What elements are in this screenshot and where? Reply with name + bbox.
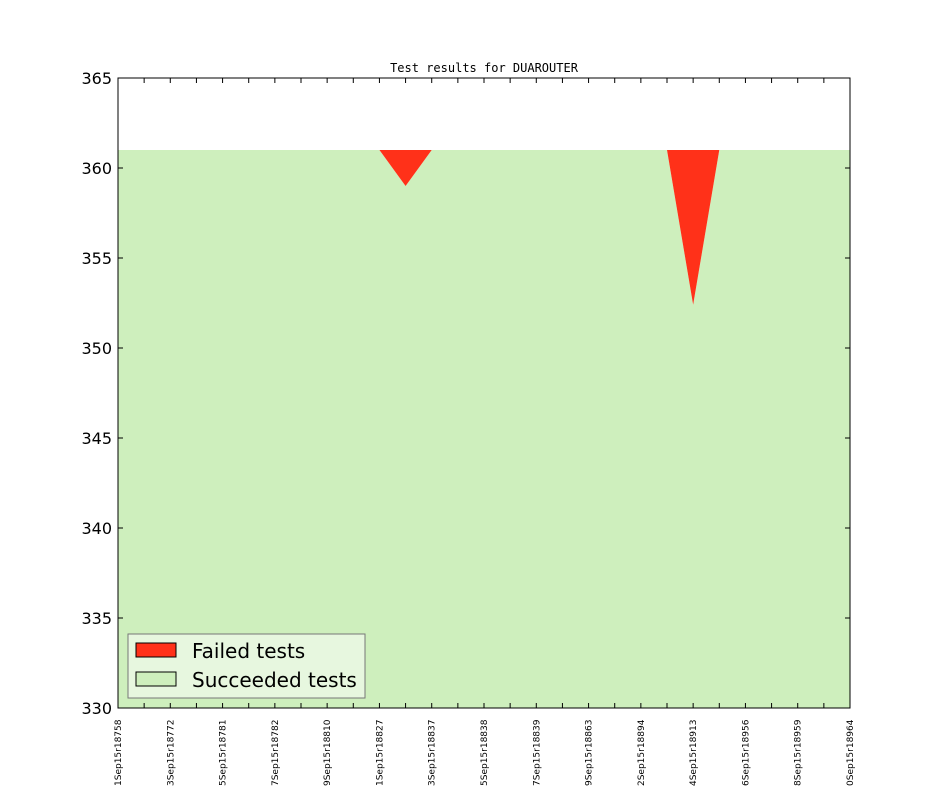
y-axis: 330 335 340 345 350 355 360 365 bbox=[81, 69, 850, 718]
x-tick-label: 0Sep15r18964 bbox=[846, 719, 856, 786]
series-area-failed bbox=[118, 150, 850, 305]
series-area-succeeded bbox=[118, 150, 850, 708]
x-tick-label: 9Sep15r18810 bbox=[323, 719, 333, 786]
x-tick-label: 3Sep15r18837 bbox=[428, 720, 438, 786]
legend-label-failed: Failed tests bbox=[192, 639, 305, 663]
x-tick-label: 7Sep15r18782 bbox=[271, 720, 281, 786]
x-tick-label: 7Sep15r18839 bbox=[532, 719, 542, 786]
y-tick-label: 345 bbox=[81, 429, 112, 448]
y-tick-label: 365 bbox=[81, 69, 112, 88]
y-tick-label: 340 bbox=[81, 519, 112, 538]
x-tick-label: 6Sep15r18956 bbox=[741, 719, 751, 786]
x-tick-label: 5Sep15r18838 bbox=[480, 719, 490, 786]
legend-label-succeeded: Succeeded tests bbox=[192, 668, 357, 692]
y-tick-label: 355 bbox=[81, 249, 112, 268]
x-tick-label: 5Sep15r18781 bbox=[219, 720, 229, 786]
x-tick-label: 9Sep15r18863 bbox=[585, 720, 595, 786]
x-tick-label: 1Sep15r18758 bbox=[114, 719, 124, 786]
y-tick-label: 360 bbox=[81, 159, 112, 178]
y-tick-label: 335 bbox=[81, 609, 112, 628]
legend: Failed tests Succeeded tests bbox=[127, 633, 366, 699]
x-tick-label: 3Sep15r18772 bbox=[166, 720, 176, 786]
legend-swatch-failed bbox=[135, 642, 177, 658]
x-tick-label: 1Sep15r18827 bbox=[375, 720, 385, 786]
plot-areas bbox=[118, 150, 850, 708]
legend-swatch-succeeded bbox=[135, 671, 177, 687]
x-tick-label: 2Sep15r18894 bbox=[637, 719, 647, 786]
chart-title: Test results for DUAROUTER bbox=[390, 61, 579, 75]
x-axis: 1Sep15r18758 3Sep15r18772 5Sep15r18781 7Sep… bbox=[114, 78, 856, 786]
x-tick-label: 8Sep15r18959 bbox=[794, 719, 804, 786]
y-tick-label: 330 bbox=[81, 699, 112, 718]
x-tick-label: 4Sep15r18913 bbox=[689, 720, 699, 786]
y-tick-label: 350 bbox=[81, 339, 112, 358]
